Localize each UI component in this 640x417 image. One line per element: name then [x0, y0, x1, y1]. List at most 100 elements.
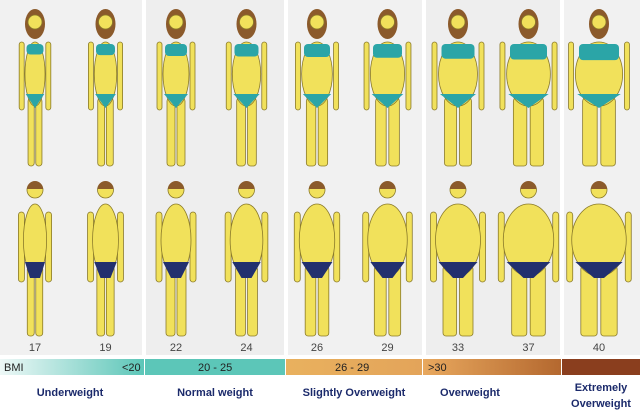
category-label: Overweight	[440, 387, 500, 399]
leg	[247, 97, 257, 167]
man-figure	[155, 181, 197, 337]
man-figure	[566, 181, 632, 337]
leg	[317, 97, 329, 167]
bmi-value: 19	[99, 342, 111, 354]
arm	[189, 41, 196, 111]
leg	[512, 97, 528, 167]
arm	[551, 41, 558, 111]
bmi-value: 29	[381, 342, 393, 354]
arm	[405, 41, 412, 111]
bikini-bottom	[577, 94, 621, 108]
bikini-bottom	[95, 94, 116, 108]
leg	[105, 97, 114, 167]
head	[591, 14, 607, 30]
hair	[520, 181, 537, 189]
bikini-bottom	[164, 94, 188, 108]
arm	[431, 41, 438, 111]
bikini-top	[234, 44, 259, 57]
leg	[97, 97, 106, 167]
bmi-value: 40	[593, 342, 605, 354]
bikini-bottom	[440, 94, 476, 108]
leg	[176, 97, 186, 167]
arm	[499, 41, 506, 111]
leg	[529, 97, 545, 167]
range-label: 20 - 25	[198, 362, 232, 374]
bikini-bottom	[25, 94, 45, 108]
briefs	[506, 262, 551, 278]
briefs	[301, 262, 333, 278]
leg	[444, 97, 457, 167]
arm	[261, 41, 268, 111]
arm	[624, 41, 630, 111]
bmi-value: 22	[170, 342, 182, 354]
woman-figure	[363, 9, 412, 167]
briefs	[24, 262, 46, 278]
head	[450, 14, 466, 30]
leg	[27, 97, 35, 167]
head	[168, 14, 184, 30]
arm	[363, 41, 370, 111]
head	[309, 14, 325, 30]
leg	[375, 97, 387, 167]
leg	[388, 97, 400, 167]
bikini-top	[441, 44, 475, 59]
briefs	[94, 262, 117, 278]
hair	[591, 181, 607, 189]
category-label: Normal weight	[177, 387, 253, 399]
hair	[450, 181, 466, 189]
briefs	[575, 262, 623, 278]
briefs	[370, 262, 405, 278]
range-label: >30	[428, 362, 447, 374]
briefs	[438, 262, 478, 278]
leg	[305, 97, 317, 167]
head	[521, 14, 536, 30]
bikini-bottom	[508, 94, 549, 108]
arm	[295, 41, 301, 111]
head	[239, 14, 254, 30]
leg	[35, 97, 43, 167]
woman-figure	[88, 9, 123, 167]
hair	[238, 181, 255, 189]
category-label: Slightly Overweight	[303, 387, 406, 399]
man-figure	[87, 181, 124, 337]
arm	[117, 41, 123, 111]
bikini-bottom	[371, 94, 404, 108]
arm	[225, 41, 232, 111]
leg	[166, 97, 176, 167]
bikini-top	[579, 44, 619, 61]
category-label: Underweight	[37, 387, 104, 399]
head	[27, 14, 43, 30]
head	[98, 14, 113, 30]
arm	[478, 41, 485, 111]
woman-figure	[499, 9, 558, 167]
man-figure	[430, 181, 486, 337]
man-figure	[18, 181, 52, 337]
hair	[97, 181, 114, 189]
bikini-top	[304, 44, 330, 58]
bikini-top	[510, 44, 547, 60]
bmi-bar	[0, 359, 640, 375]
hair	[379, 181, 396, 189]
bikini-bottom	[233, 94, 260, 108]
category-label: Overweight	[571, 398, 631, 410]
woman-figure	[431, 9, 485, 167]
briefs	[232, 262, 261, 278]
arm	[18, 41, 25, 111]
bikini-top	[26, 44, 44, 55]
arm	[45, 41, 52, 111]
leg	[459, 97, 472, 167]
hair	[27, 181, 43, 189]
bmi-value: 24	[240, 342, 252, 354]
range-label: <20	[122, 362, 141, 374]
woman-figure	[225, 9, 268, 167]
arm	[568, 41, 574, 111]
bmi-value: 33	[452, 342, 464, 354]
woman-figure	[18, 9, 52, 167]
head	[380, 14, 395, 30]
bar-label: BMI	[4, 362, 24, 374]
leg	[582, 97, 598, 167]
woman-figure	[156, 9, 196, 167]
man-figure	[497, 181, 560, 337]
hair	[168, 181, 184, 189]
